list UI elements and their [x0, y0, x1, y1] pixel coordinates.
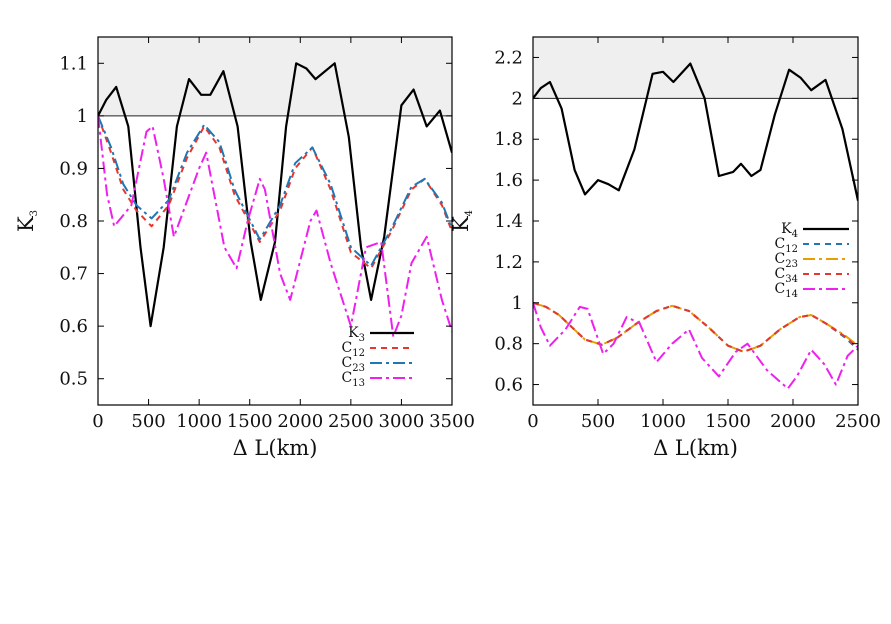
x-tick-label: 500 [581, 411, 615, 432]
legend-label-c14: C14 [775, 281, 798, 300]
series-line-k4 [533, 62, 858, 201]
legend-label-c23: C23 [342, 355, 365, 374]
y-tick-label: 0.9 [59, 158, 88, 179]
x-axis-label: Δ L(km) [653, 436, 738, 460]
x-tick-label: 2000 [277, 411, 323, 432]
x-tick-label: 2500 [328, 411, 374, 432]
legend-label-c12: C12 [775, 236, 798, 255]
x-tick-label: 0 [527, 411, 538, 432]
y-tick-label: 0.7 [59, 264, 88, 285]
y-tick-label: 1 [77, 106, 88, 127]
y-tick-label: 0.8 [59, 211, 88, 232]
x-tick-label: 3000 [379, 411, 425, 432]
series-line-c23 [533, 301, 858, 353]
x-tick-label: 0 [92, 411, 103, 432]
series-line-c23 [98, 115, 452, 267]
x-tick-label: 1500 [227, 411, 273, 432]
y-tick-label: 0.6 [59, 316, 88, 337]
y-axis-label: K4 [449, 210, 475, 232]
series-line-c12 [98, 115, 452, 270]
y-tick-label: 1 [512, 293, 523, 314]
shaded-region [533, 37, 858, 99]
y-tick-label: 1.4 [494, 211, 523, 232]
y-tick-label: 1.8 [494, 129, 523, 150]
y-tick-label: 2.2 [494, 47, 523, 68]
legend-label-k3: K3 [348, 325, 365, 344]
x-tick-label: 1000 [640, 411, 686, 432]
legend-label-c13: C13 [342, 370, 365, 389]
x-tick-label: 3500 [429, 411, 475, 432]
y-tick-label: 1.2 [494, 252, 523, 273]
y-tick-label: 0.8 [494, 334, 523, 355]
x-tick-label: 1500 [705, 411, 751, 432]
shaded-region [98, 37, 452, 116]
legend-label-k4: K4 [781, 221, 798, 240]
series-line-c34 [533, 301, 858, 353]
x-tick-label: 1000 [176, 411, 222, 432]
x-tick-label: 500 [131, 411, 165, 432]
left-plot-panel: 0 500 1000 1500 2000 2500 3000 3500 0.5 0.6 0.7 0.8… [14, 36, 475, 460]
series-line-c14 [533, 302, 858, 390]
series-line-c13 [98, 115, 452, 338]
legend-label-c12: C12 [342, 340, 365, 359]
x-tick-label: 2500 [835, 411, 881, 432]
y-tick-label: 1.1 [59, 53, 88, 74]
y-tick-label: 2 [512, 88, 523, 109]
y-axis-label: K3 [14, 210, 40, 232]
series-line-k3 [98, 62, 452, 328]
legend-label-c34: C34 [775, 266, 798, 285]
right-plot-panel: 0 500 1000 1500 2000 2500 0.6 0.8 1 1.2 1.4 1.6 1.8 2… [449, 36, 881, 460]
y-tick-label: 0.5 [59, 369, 88, 390]
x-tick-label: 2000 [770, 411, 816, 432]
series-line-c12 [533, 301, 858, 353]
y-tick-label: 1.6 [494, 170, 523, 191]
x-axis-label: Δ L(km) [233, 436, 318, 460]
legend-label-c23: C23 [775, 251, 798, 270]
y-tick-label: 0.6 [494, 375, 523, 396]
